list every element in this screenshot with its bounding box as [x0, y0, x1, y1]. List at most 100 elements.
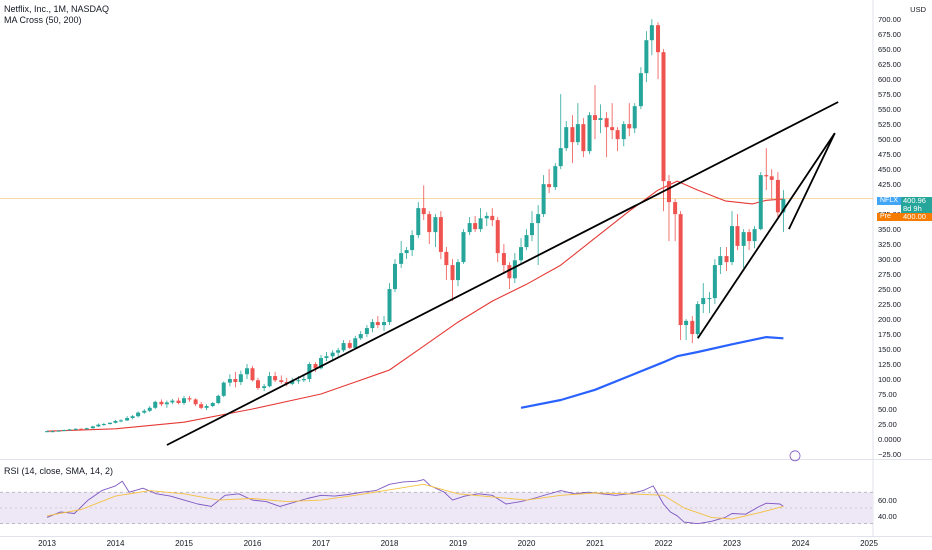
candle: [130, 416, 135, 419]
candle: [387, 289, 392, 323]
y-tick-label: 475.00: [878, 150, 901, 159]
candle: [347, 343, 352, 348]
candle: [382, 322, 387, 326]
candle: [267, 376, 272, 387]
y-tick-label: 50.00: [878, 405, 897, 414]
symbol-title: Netflix, Inc., 1M, NASDAQ: [4, 4, 110, 14]
candle: [108, 422, 113, 425]
candle: [438, 217, 443, 252]
candle: [529, 223, 534, 236]
candle: [255, 380, 260, 389]
ma50-line: [46, 180, 784, 432]
y-tick-label: −25.00: [878, 450, 901, 459]
candle: [250, 368, 255, 381]
candle: [147, 407, 152, 411]
candle: [747, 232, 752, 242]
candle: [598, 118, 603, 120]
candle: [610, 127, 615, 131]
y-tick-label: 275.00: [878, 270, 901, 279]
candle: [621, 124, 626, 140]
y-tick-label: 225.00: [878, 300, 901, 309]
candle: [644, 40, 649, 74]
y-tick-label: 175.00: [878, 330, 901, 339]
x-tick-label: 2025: [860, 539, 878, 548]
candle: [501, 253, 506, 266]
candle: [615, 130, 620, 140]
candle: [519, 247, 524, 261]
candle: [279, 380, 284, 383]
candle: [444, 251, 449, 266]
candle: [142, 410, 147, 413]
trendline: [166, 101, 839, 446]
candle: [656, 25, 661, 53]
candle: [456, 262, 460, 281]
candle: [364, 328, 369, 335]
candle: [718, 256, 723, 266]
candle: [392, 263, 397, 290]
candle: [113, 421, 118, 423]
candle: [707, 298, 712, 300]
candle: [233, 379, 238, 383]
candle: [433, 217, 438, 233]
candle: [547, 184, 552, 188]
trendline: [697, 132, 836, 339]
symbol-tag: NFLX: [877, 197, 901, 205]
candle: [781, 199, 786, 213]
candle: [125, 418, 130, 421]
ma200-line: [520, 336, 784, 409]
candle: [666, 181, 671, 203]
candle: [45, 431, 49, 433]
candle: [638, 73, 643, 107]
currency-label: USD: [910, 5, 926, 14]
candle: [661, 52, 666, 182]
candle: [735, 226, 740, 246]
candle: [399, 253, 404, 264]
y-tick-label: 200.00: [878, 315, 901, 324]
candle: [684, 320, 689, 326]
pre-market-price-tag: 400.00: [901, 213, 932, 221]
candle: [701, 298, 706, 305]
x-tick-label: 2015: [175, 539, 193, 548]
candle: [484, 215, 489, 219]
candle: [245, 368, 250, 375]
candle: [90, 426, 95, 429]
candle: [290, 380, 295, 384]
candle: [101, 424, 106, 426]
candle: [673, 202, 678, 215]
y-tick-label: 600.00: [878, 75, 901, 84]
y-tick-label: 125.00: [878, 360, 901, 369]
candle: [416, 208, 421, 236]
candle: [678, 214, 683, 326]
candle: [210, 403, 215, 407]
candle: [730, 226, 734, 263]
candle: [570, 127, 575, 143]
y-tick-label: 500.00: [878, 135, 901, 144]
y-tick-label: 675.00: [878, 30, 901, 39]
candle: [118, 420, 123, 422]
candle: [769, 176, 774, 180]
candle: [262, 386, 267, 389]
candle: [461, 232, 466, 263]
candle: [558, 148, 563, 167]
candle: [341, 343, 346, 351]
x-tick-label: 2018: [381, 539, 399, 548]
rsi-ma-line: [46, 483, 784, 520]
candle: [553, 166, 558, 188]
candle: [450, 265, 455, 281]
candle: [199, 404, 204, 408]
candle: [358, 334, 363, 339]
candle: [159, 401, 164, 405]
y-tick-label: 575.00: [878, 90, 901, 99]
candle: [324, 356, 329, 359]
candle: [581, 124, 586, 152]
candle: [524, 235, 529, 248]
candle: [427, 214, 432, 233]
candle: [56, 430, 61, 432]
x-tick-label: 2019: [449, 539, 467, 548]
y-tick-label: 150.00: [878, 345, 901, 354]
candle: [724, 256, 729, 263]
x-tick-label: 2014: [107, 539, 125, 548]
candle: [695, 304, 700, 335]
candle: [164, 402, 169, 405]
